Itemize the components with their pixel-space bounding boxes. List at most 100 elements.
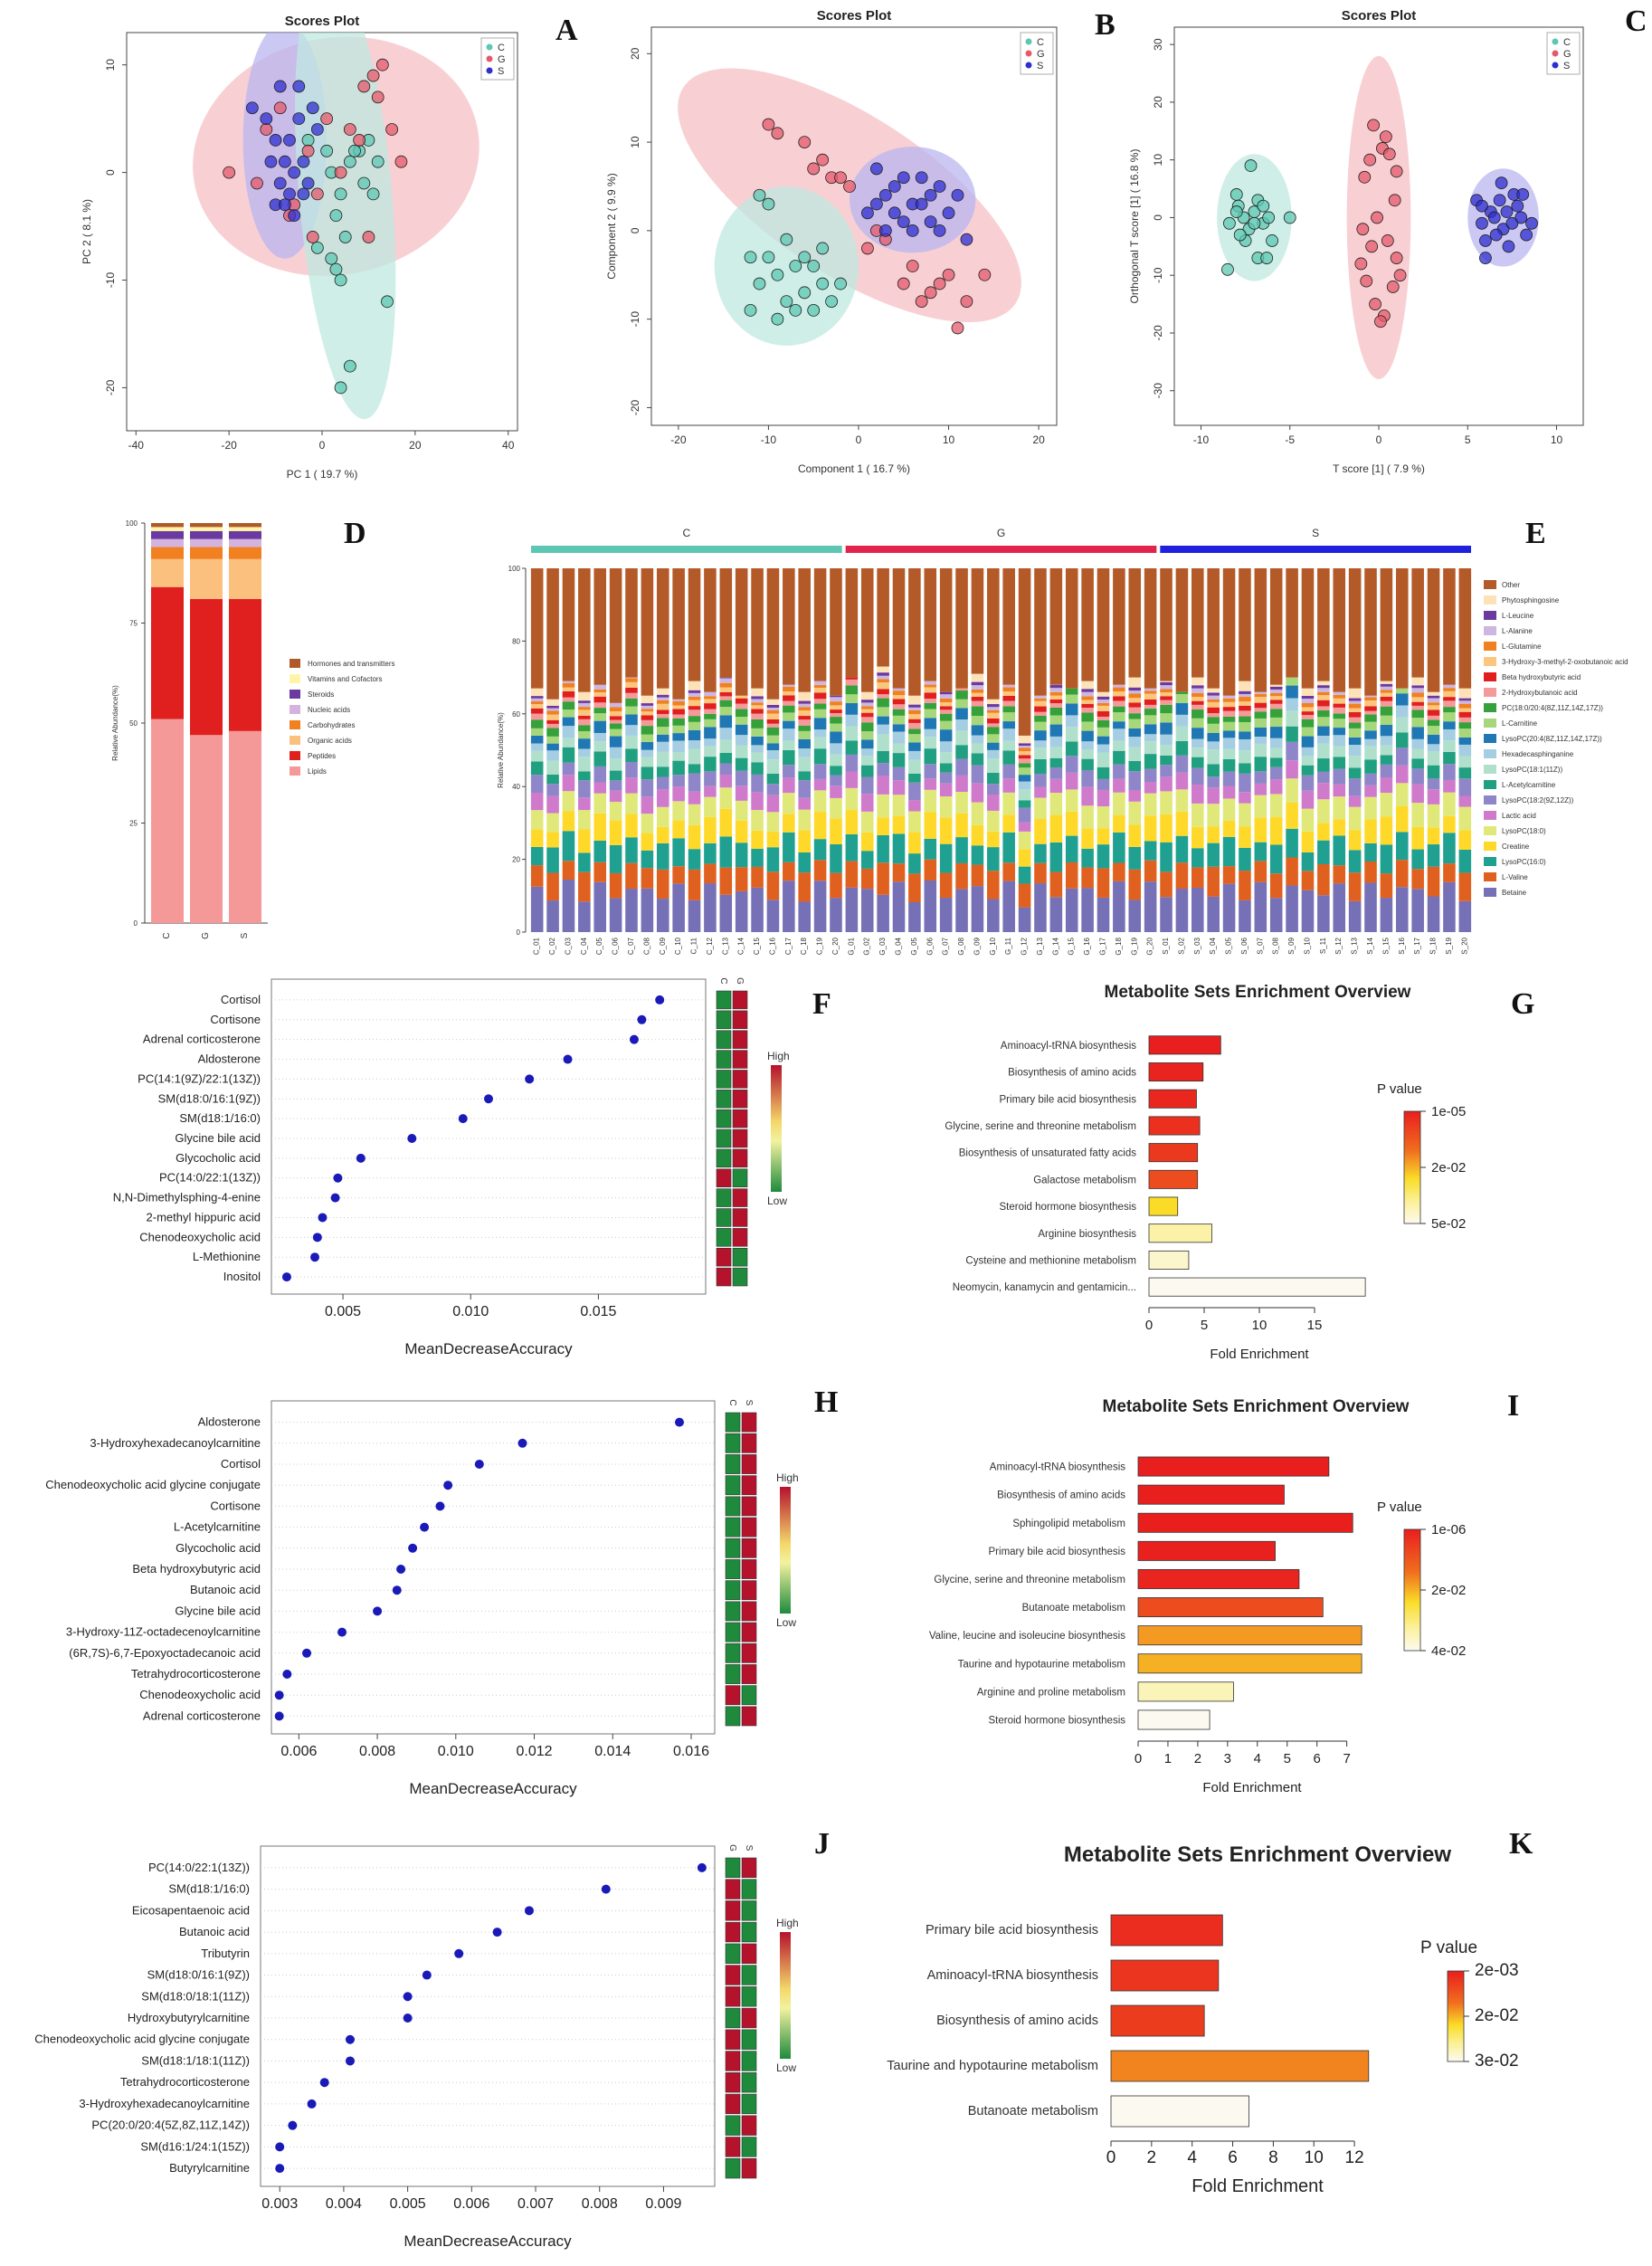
bar-segment	[1443, 712, 1456, 722]
bar-segment	[1443, 688, 1456, 691]
point-g-7	[310, 187, 324, 201]
feature-label: Beta hydroxybutyric acid	[132, 1562, 261, 1576]
bar-segment-other	[1113, 568, 1125, 685]
legend-swatch-l-valine	[1484, 872, 1496, 881]
bar-segment	[1254, 718, 1267, 728]
bar-segment	[1317, 840, 1330, 864]
bar-segment	[1317, 726, 1330, 736]
bar-segment	[562, 811, 575, 832]
bar-segment	[641, 833, 654, 851]
bar-segment	[1443, 764, 1456, 780]
point-s-12	[878, 224, 892, 237]
bar-segment	[1113, 728, 1125, 741]
feature-label: Cortisone	[210, 1013, 261, 1026]
bar-segment	[530, 761, 544, 776]
bar-segment	[1458, 711, 1472, 718]
bar-segment	[656, 734, 669, 742]
bar-segment	[1254, 861, 1267, 882]
bar-segment	[955, 719, 968, 731]
sample-label: C_11	[690, 937, 698, 954]
bar-segment	[641, 709, 654, 712]
bar-segment	[1081, 703, 1094, 709]
bar-segment	[1411, 803, 1424, 827]
bar-segment	[1380, 686, 1393, 690]
y-tick-label: 100	[126, 519, 138, 528]
chart-title: Metabolite Sets Enrichment Overview	[1064, 1842, 1451, 1867]
x-tick-label: 0.006	[280, 1744, 317, 1759]
bar-segment	[751, 762, 764, 775]
bar-segment	[1144, 754, 1157, 769]
bar-segment	[1348, 698, 1362, 701]
bar-segment	[751, 709, 764, 714]
bar-segment	[1065, 772, 1078, 790]
bar-segment	[530, 743, 544, 751]
bar-segment	[672, 719, 685, 726]
bar-segment	[1254, 711, 1267, 719]
heat-cell-high	[741, 1559, 757, 1579]
bar-segment	[1458, 703, 1472, 709]
importance-dot	[345, 2056, 355, 2066]
sample-label: C_19	[816, 937, 824, 955]
heat-cell-high	[732, 1090, 748, 1109]
plot-frame	[650, 26, 1058, 426]
bar-segment	[1301, 693, 1315, 696]
sample-label: G_10	[989, 937, 997, 955]
bar-segment	[1207, 749, 1220, 765]
point-c-3	[334, 187, 347, 201]
bar-segment	[625, 692, 638, 699]
bar-segment	[1269, 898, 1283, 932]
bar-segment	[656, 694, 669, 698]
x-tick-label: 0.012	[517, 1744, 553, 1759]
bar-segment	[766, 727, 780, 736]
bar-segment	[798, 716, 811, 720]
heat-cell-high	[725, 1879, 741, 1899]
bar-segment	[987, 758, 1000, 773]
pvalue-key-bar	[1403, 1528, 1421, 1652]
heat-cell-high	[732, 1109, 748, 1128]
bar-segment	[530, 696, 544, 699]
bar-segment	[766, 723, 780, 728]
bar-segment	[641, 888, 654, 932]
feature-label: SM(d18:0/16:1(9Z))	[158, 1091, 261, 1105]
bar-segment	[1317, 743, 1330, 759]
bar-segment	[924, 684, 937, 688]
bar-segment	[860, 889, 874, 932]
point-c-13	[329, 262, 343, 276]
bar-segment	[1239, 738, 1251, 751]
legend-label: L-Leucine	[1502, 612, 1534, 620]
heat-cell-high	[732, 1070, 748, 1089]
point-c-11	[325, 252, 338, 265]
point-c-20	[366, 187, 380, 201]
importance-plot-h: Aldosterone3-Hydroxyhexadecanoylcarnitin…	[45, 1399, 798, 1797]
sample-label: C_04	[580, 937, 588, 955]
point-s-3	[1479, 234, 1492, 247]
bar-segment	[766, 774, 780, 785]
bar-segment	[798, 730, 811, 739]
importance-dot	[319, 2078, 329, 2088]
pvalue-key-bar	[1403, 1110, 1421, 1224]
point-g-6	[301, 144, 315, 157]
bar-segment	[987, 795, 1000, 811]
sample-label: C_10	[674, 937, 682, 955]
feature-label: Chenodeoxycholic acid glycine conjugate	[34, 2033, 250, 2046]
bar-segment	[845, 679, 859, 686]
legend-swatch-creatine	[1484, 842, 1496, 851]
bar-segment	[1395, 717, 1409, 733]
bar-segment	[1192, 738, 1204, 748]
importance-dot	[601, 1884, 611, 1894]
bar-segment	[1254, 743, 1267, 757]
bar-segment	[955, 791, 968, 814]
bar-segment	[641, 711, 654, 716]
bar-segment	[1113, 778, 1125, 793]
bar-segment-organic-acids	[229, 558, 261, 599]
pvalue-key-bar	[1447, 1970, 1465, 2062]
bar-segment	[1128, 771, 1142, 791]
bar-segment	[1144, 841, 1157, 861]
bar-segment	[783, 728, 795, 741]
bar-segment	[783, 705, 795, 713]
bar-segment-lipids	[229, 730, 261, 923]
bar-segment	[766, 713, 780, 719]
y-tick-label: 25	[129, 820, 138, 828]
bar-segment	[609, 770, 622, 781]
point-g-16	[1374, 315, 1387, 328]
